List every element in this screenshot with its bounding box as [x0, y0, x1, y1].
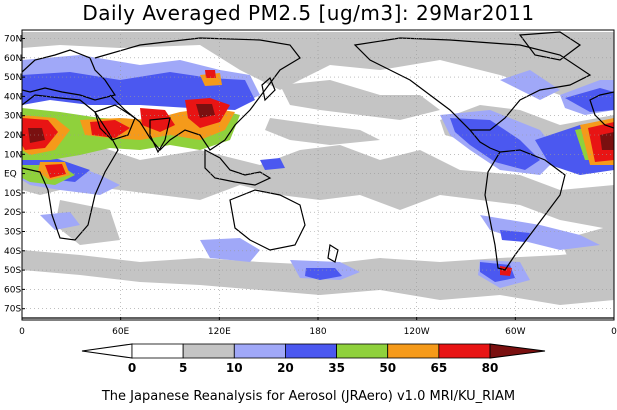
lat-label: 30S [4, 228, 21, 238]
colorbar-label: 20 [277, 361, 294, 375]
map-title: Daily Averaged PM2.5 [ug/m3]: 29Mar2011 [82, 1, 535, 25]
colorbar-segment [182, 343, 235, 359]
colorbar-segment [336, 343, 389, 359]
footer-credit: The Japanese Reanalysis for Aerosol (JRA… [101, 389, 516, 404]
colorbar-segment [438, 343, 491, 359]
pm25-field [22, 31, 614, 319]
colorbar-label: 5 [179, 361, 187, 375]
lon-label: 60W [505, 327, 525, 337]
colorbar-segment [233, 343, 286, 359]
colorbar-label: 50 [379, 361, 396, 375]
colorbar-label: 80 [482, 361, 499, 375]
colorbar-label: 10 [226, 361, 243, 375]
lon-label: 60E [112, 327, 129, 337]
lat-label: 50S [4, 266, 21, 276]
colorbar-segment [285, 343, 337, 359]
lat-label: 10S [4, 189, 21, 199]
lat-label: 40N [4, 92, 22, 102]
lat-label: 60S [4, 285, 21, 295]
colorbar-label: 65 [431, 361, 448, 375]
colorbar-label: 0 [128, 361, 136, 375]
lat-label: 10N [4, 150, 22, 160]
lat-label: EQ [4, 170, 17, 180]
lat-label: 20S [4, 208, 21, 218]
graticule [22, 30, 614, 320]
lon-label: 180 [309, 327, 326, 337]
latitude-labels: 70N 60N 50N 40N 30N 20N 10N EQ 10S 20S 30S 40S 50S 60… [4, 35, 25, 315]
colorbar-segment [387, 343, 440, 359]
lat-label: 50N [4, 73, 22, 83]
lat-label: 70S [4, 305, 21, 315]
longitude-labels: 0 60E 120E 180 120W 60W 0 [19, 317, 617, 337]
lon-label: 0 [19, 327, 25, 337]
lat-label: 40S [4, 247, 21, 257]
colorbar-high-arrow [489, 343, 546, 359]
colorbar: 0 5 10 20 35 50 65 80 [81, 343, 546, 375]
lat-label: 20N [4, 131, 22, 141]
colorbar-low-arrow [81, 343, 133, 359]
lon-label: 0 [611, 327, 617, 337]
colorbar-label: 35 [328, 361, 345, 375]
lat-label: 60N [4, 54, 22, 64]
lat-label: 30N [4, 112, 22, 122]
lat-label: 70N [4, 35, 22, 45]
lon-label: 120E [208, 327, 231, 337]
lon-label: 120W [404, 327, 430, 337]
colorbar-segment [131, 343, 184, 359]
